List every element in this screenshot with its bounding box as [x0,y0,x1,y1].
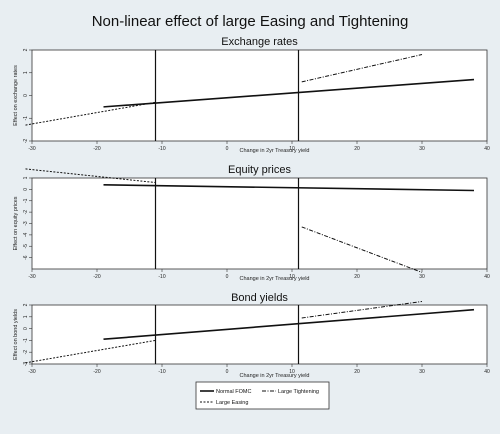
x-tick-label: 0 [226,274,229,280]
x-tick-label: 0 [226,369,229,375]
series-line-large-easing [25,339,156,364]
y-tick-label: -1 [23,198,29,203]
y-axis-label: Effect on exchange rates [13,65,19,126]
x-tick-label: 20 [354,369,360,375]
y-tick-label: -5 [23,244,29,249]
series-line-normal-fomc [103,78,475,108]
x-tick-label: 30 [419,369,425,375]
legend-label-large-tightening: Large Tightening [278,389,319,395]
series-line-large-easing [25,168,156,184]
legend-label-normal-fomc: Normal FOMC [216,389,251,395]
x-tick-label: 0 [226,146,229,152]
series-line-large-tightening [301,54,423,83]
x-tick-label: -10 [158,146,165,152]
x-tick-label: 20 [354,146,360,152]
x-axis-label: Change in 2yr Treasury yield [239,373,309,379]
y-tick-label: 0 [23,327,29,330]
x-tick-label: -20 [93,274,100,280]
legend: Normal FOMC Large Tightening Large Easin… [195,381,330,410]
y-axis-label: Effect on bond yields [13,309,19,360]
figure-title: Non-linear effect of large Easing and Ti… [92,13,409,30]
legend-box [195,381,330,410]
y-axis-label: Effect on equity prices [13,196,19,250]
x-tick-label: 40 [484,369,490,375]
x-tick-label: -30 [28,369,35,375]
x-tick-label: 20 [354,274,360,280]
series-line-large-easing [25,101,156,126]
x-tick-label: 40 [484,146,490,152]
x-tick-label: 30 [419,274,425,280]
y-tick-label: -1 [23,116,29,121]
panel-title: Bond yields [231,292,288,304]
legend-label-large-easing: Large Easing [216,400,248,406]
panel-exchange-rates: Exchange rates-30 -20 -10 0 10 20 30 40-2-1012C… [13,36,490,154]
y-tick-label: 1 [23,176,29,179]
x-tick-label: 40 [484,274,490,280]
y-tick-label: 2 [23,303,29,306]
y-tick-label: 2 [23,48,29,51]
x-tick-label: -20 [93,369,100,375]
y-tick-label: -2 [23,139,29,144]
panel-title: Exchange rates [221,36,298,48]
x-tick-label: -20 [93,146,100,152]
series-line-large-tightening [301,226,423,273]
x-axis-label: Change in 2yr Treasury yield [239,148,309,154]
y-tick-label: -2 [23,210,29,215]
x-tick-label: 10 [289,146,295,152]
y-tick-label: 0 [23,94,29,97]
x-tick-label: -30 [28,274,35,280]
panel-bond-yields: Bond yields-30 -20 -10 0 10 20 30 40-3-2-1012Ch… [13,292,490,379]
y-tick-label: 1 [23,315,29,318]
y-tick-label: -2 [23,350,29,355]
y-tick-label: 1 [23,71,29,74]
panel-equity-prices: Equity prices-30 -20 -10 0 10 20 30 40-6-5-4-3-… [13,164,490,282]
y-tick-label: -3 [23,362,29,367]
y-tick-label: -6 [23,255,29,260]
x-tick-label: -10 [158,274,165,280]
x-tick-label: 30 [419,146,425,152]
series-line-normal-fomc [103,184,475,192]
y-tick-label: -3 [23,221,29,226]
x-tick-label: 10 [289,274,295,280]
y-tick-label: -1 [23,338,29,343]
x-tick-label: -30 [28,146,35,152]
y-tick-label: -4 [23,232,29,237]
x-tick-label: 10 [289,369,295,375]
x-axis-label: Change in 2yr Treasury yield [239,276,309,282]
y-tick-label: 0 [23,188,29,191]
x-tick-label: -10 [158,369,165,375]
plot-area [31,177,488,270]
panel-title: Equity prices [228,164,291,176]
series-line-normal-fomc [103,308,475,341]
